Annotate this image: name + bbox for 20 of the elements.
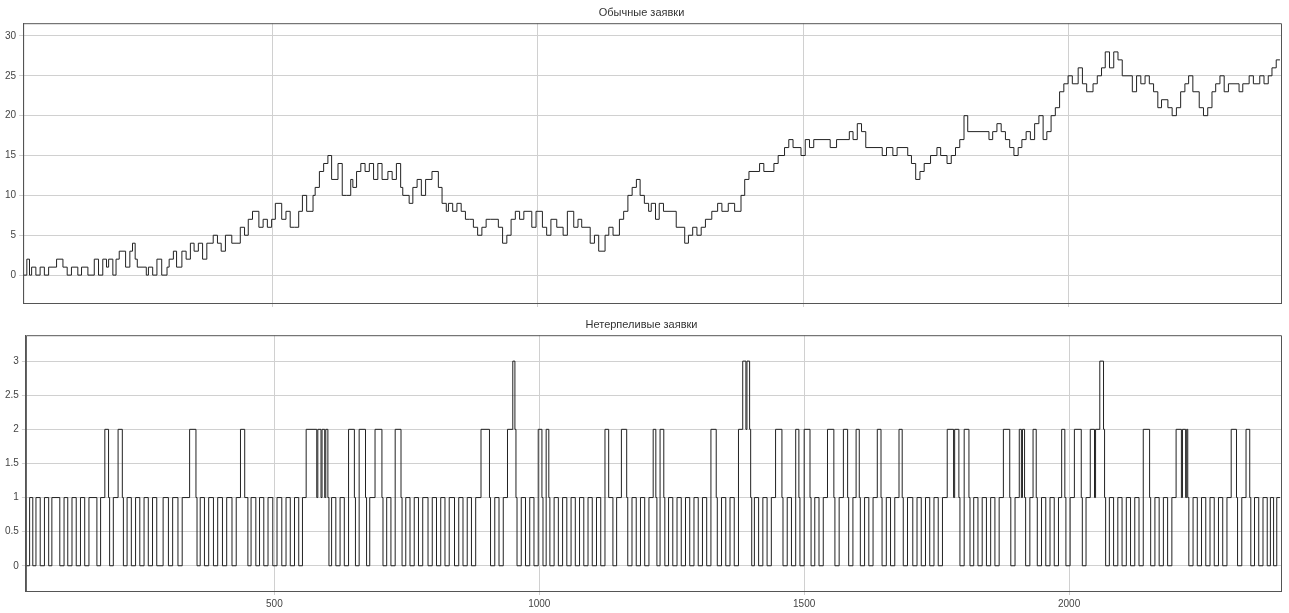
x-tick-label: 2000 (1057, 597, 1081, 609)
x-tick-label: 1000 (528, 597, 551, 609)
y-tick-label: 2 (13, 423, 20, 435)
y-tick-label: 30 (5, 29, 17, 41)
x-tick-label: 500 (266, 597, 284, 609)
y-tick-label: 10 (5, 189, 17, 201)
chart-title: Обычные заявки (598, 5, 685, 18)
x-tick-label: 1500 (793, 597, 816, 609)
y-tick-label: 2.5 (5, 388, 20, 400)
y-tick-label: 15 (5, 149, 17, 161)
y-tick-label: 0 (13, 559, 20, 571)
y-tick-label: 1.5 (5, 457, 20, 469)
y-tick-label: 3 (13, 354, 20, 366)
chart-title: Нетерпеливые заявки (585, 317, 698, 330)
y-tick-label: 1 (13, 491, 20, 503)
y-tick-label: 0 (10, 268, 17, 280)
y-tick-label: 0.5 (5, 525, 20, 537)
y-tick-label: 25 (5, 69, 17, 81)
y-tick-label: 5 (10, 228, 17, 240)
y-tick-label: 20 (5, 109, 17, 121)
